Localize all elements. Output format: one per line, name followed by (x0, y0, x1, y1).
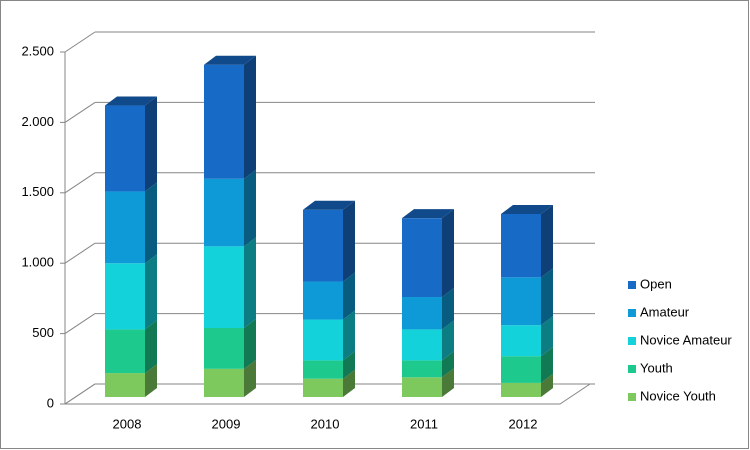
bar-side (343, 200, 355, 282)
bar-side (145, 96, 157, 192)
y-tick-label: 0 (47, 395, 54, 410)
grid-line-side (64, 242, 96, 264)
bar-top (402, 209, 454, 219)
legend-swatch (628, 337, 636, 345)
x-tick-label: 2010 (311, 416, 340, 431)
bar-side (541, 204, 553, 278)
grid-line-side (64, 101, 96, 123)
bar-top (303, 200, 355, 210)
bar-side (541, 268, 553, 326)
bar (105, 373, 145, 397)
legend-swatch (628, 281, 636, 289)
legend-swatch (628, 309, 636, 317)
bar (402, 297, 442, 330)
bar-side (145, 364, 157, 397)
bar (105, 105, 145, 192)
bar (402, 218, 442, 298)
bar-side (244, 55, 256, 179)
bar-side (541, 373, 553, 397)
y-tick-label: 500 (32, 325, 54, 340)
x-tick-label: 2008 (113, 416, 142, 431)
bar (303, 209, 343, 282)
bar (501, 356, 541, 383)
bar-side (343, 310, 355, 361)
grid-line-side (64, 172, 96, 194)
y-tick-label: 2.500 (21, 43, 54, 58)
bar-side (145, 320, 157, 374)
bar-side (442, 288, 454, 330)
bar (105, 329, 145, 374)
bar (204, 328, 244, 369)
bar-side (145, 254, 157, 330)
x-tick-label: 2009 (212, 416, 241, 431)
bar (204, 178, 244, 247)
bar-side (244, 359, 256, 397)
legend-label: Open (640, 276, 672, 291)
bar-side (244, 169, 256, 247)
bar-side (541, 316, 553, 357)
x-tick-label: 2011 (410, 416, 438, 431)
bar (501, 277, 541, 326)
x-tick-label: 2012 (509, 416, 538, 431)
legend-swatch (628, 365, 636, 373)
bar-side (541, 347, 553, 383)
bar (204, 64, 244, 179)
bar (204, 368, 244, 397)
y-tick-label: 2.000 (21, 114, 54, 129)
bar (204, 246, 244, 329)
bar-top (105, 96, 157, 106)
bar (402, 377, 442, 397)
bar-side (145, 182, 157, 264)
bar-side (442, 320, 454, 361)
bar (402, 329, 442, 361)
legend-label: Novice Amateur (640, 332, 732, 347)
bar-side (343, 272, 355, 320)
legend-label: Amateur (640, 304, 690, 319)
legend-label: Novice Youth (640, 388, 716, 403)
y-tick-label: 1.500 (21, 184, 54, 199)
bar-side (343, 369, 355, 397)
bar-top (501, 204, 553, 214)
bar-side (343, 351, 355, 379)
legend-label: Youth (640, 360, 673, 375)
bar-side (244, 319, 256, 369)
bar-side (442, 368, 454, 397)
grid-line-side (64, 383, 96, 405)
bar (303, 319, 343, 361)
bar (105, 191, 145, 264)
grid-line-side (64, 31, 96, 53)
bar (402, 360, 442, 378)
bar (501, 213, 541, 278)
bar (303, 378, 343, 397)
grid-line-side (64, 313, 96, 335)
bar (501, 382, 541, 397)
bar-top (204, 55, 256, 65)
legend-swatch (628, 393, 636, 401)
bar (105, 263, 145, 330)
bar-side (244, 237, 256, 329)
bar-side (442, 209, 454, 298)
bar (501, 325, 541, 357)
bar (303, 281, 343, 320)
y-tick-label: 1.000 (21, 255, 54, 270)
bar-side (442, 351, 454, 378)
bar (303, 360, 343, 379)
